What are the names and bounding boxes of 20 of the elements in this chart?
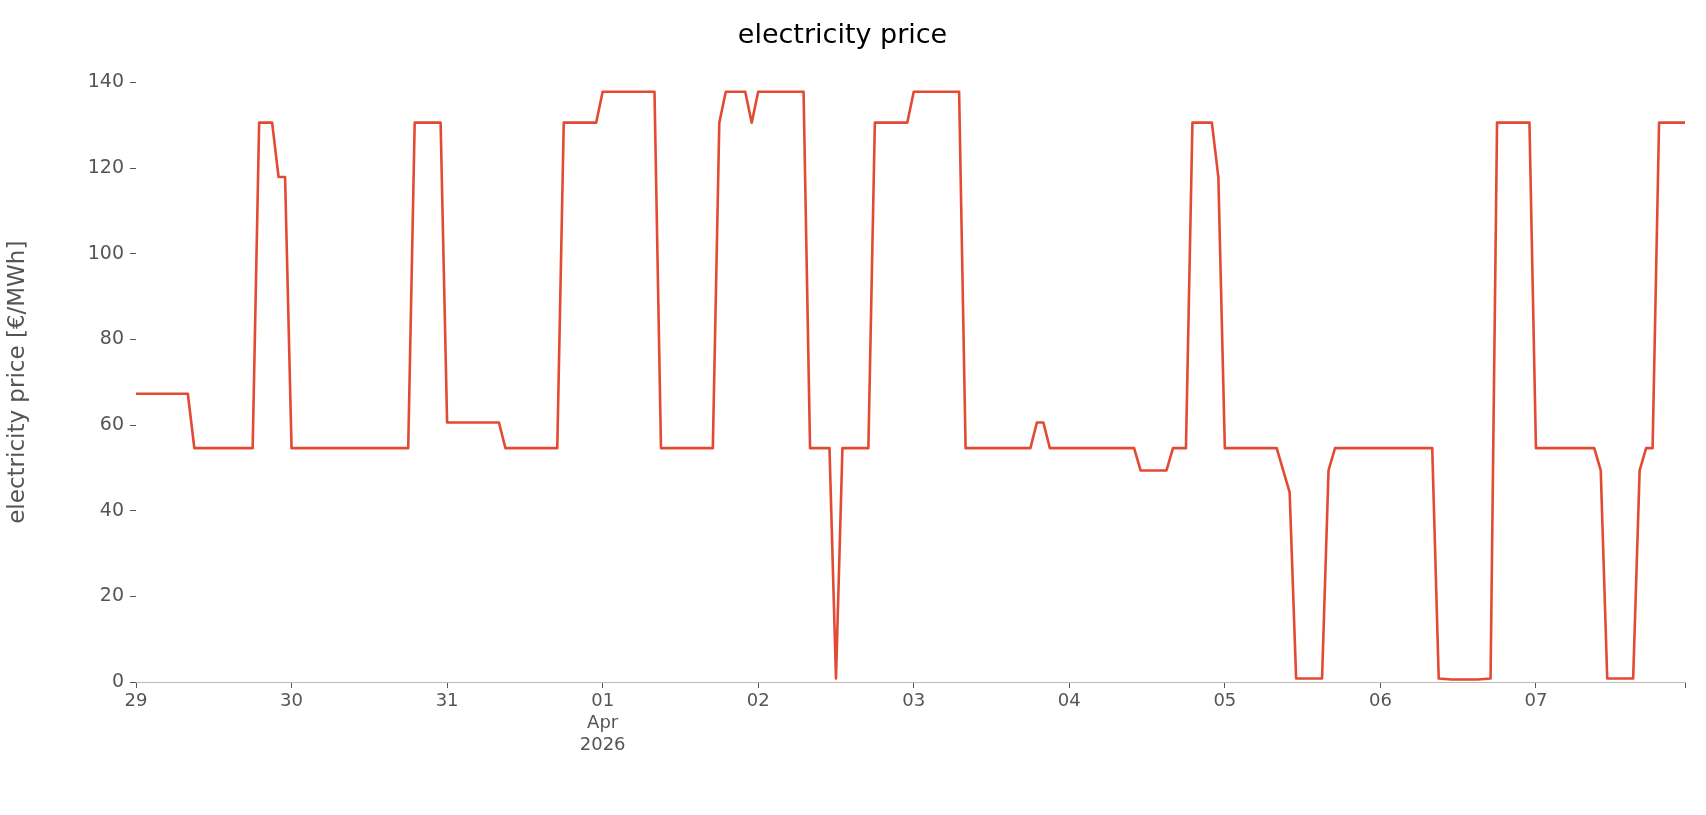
x-tick-label: 04: [1057, 689, 1081, 711]
x-tick-label: 31: [435, 689, 459, 711]
x-tick-label: 06: [1368, 689, 1392, 711]
chart-title: electricity price: [737, 18, 948, 50]
y-tick-label: 100: [87, 240, 124, 263]
x-tick-label: 29: [124, 689, 148, 711]
y-tick-label: 20: [99, 583, 124, 606]
x-tick-label: 05: [1213, 689, 1237, 711]
y-tick-label: 80: [99, 326, 124, 349]
y-tick-label: 140: [87, 69, 124, 92]
x-tick-label: 07: [1524, 689, 1548, 711]
y-tick-label: 40: [99, 497, 124, 520]
y-tick-label: 60: [99, 411, 124, 434]
y-tick-label: 0: [111, 668, 124, 691]
x-tick-label: 30: [280, 689, 303, 711]
x-tick-label: 02: [746, 689, 770, 711]
x-tick-label: 03: [902, 689, 926, 711]
x-tick-label: 01 Apr 2026: [579, 689, 626, 754]
y-tick-label: 120: [87, 154, 124, 177]
y-axis-title: electricity price [€/MWh]: [2, 240, 29, 524]
